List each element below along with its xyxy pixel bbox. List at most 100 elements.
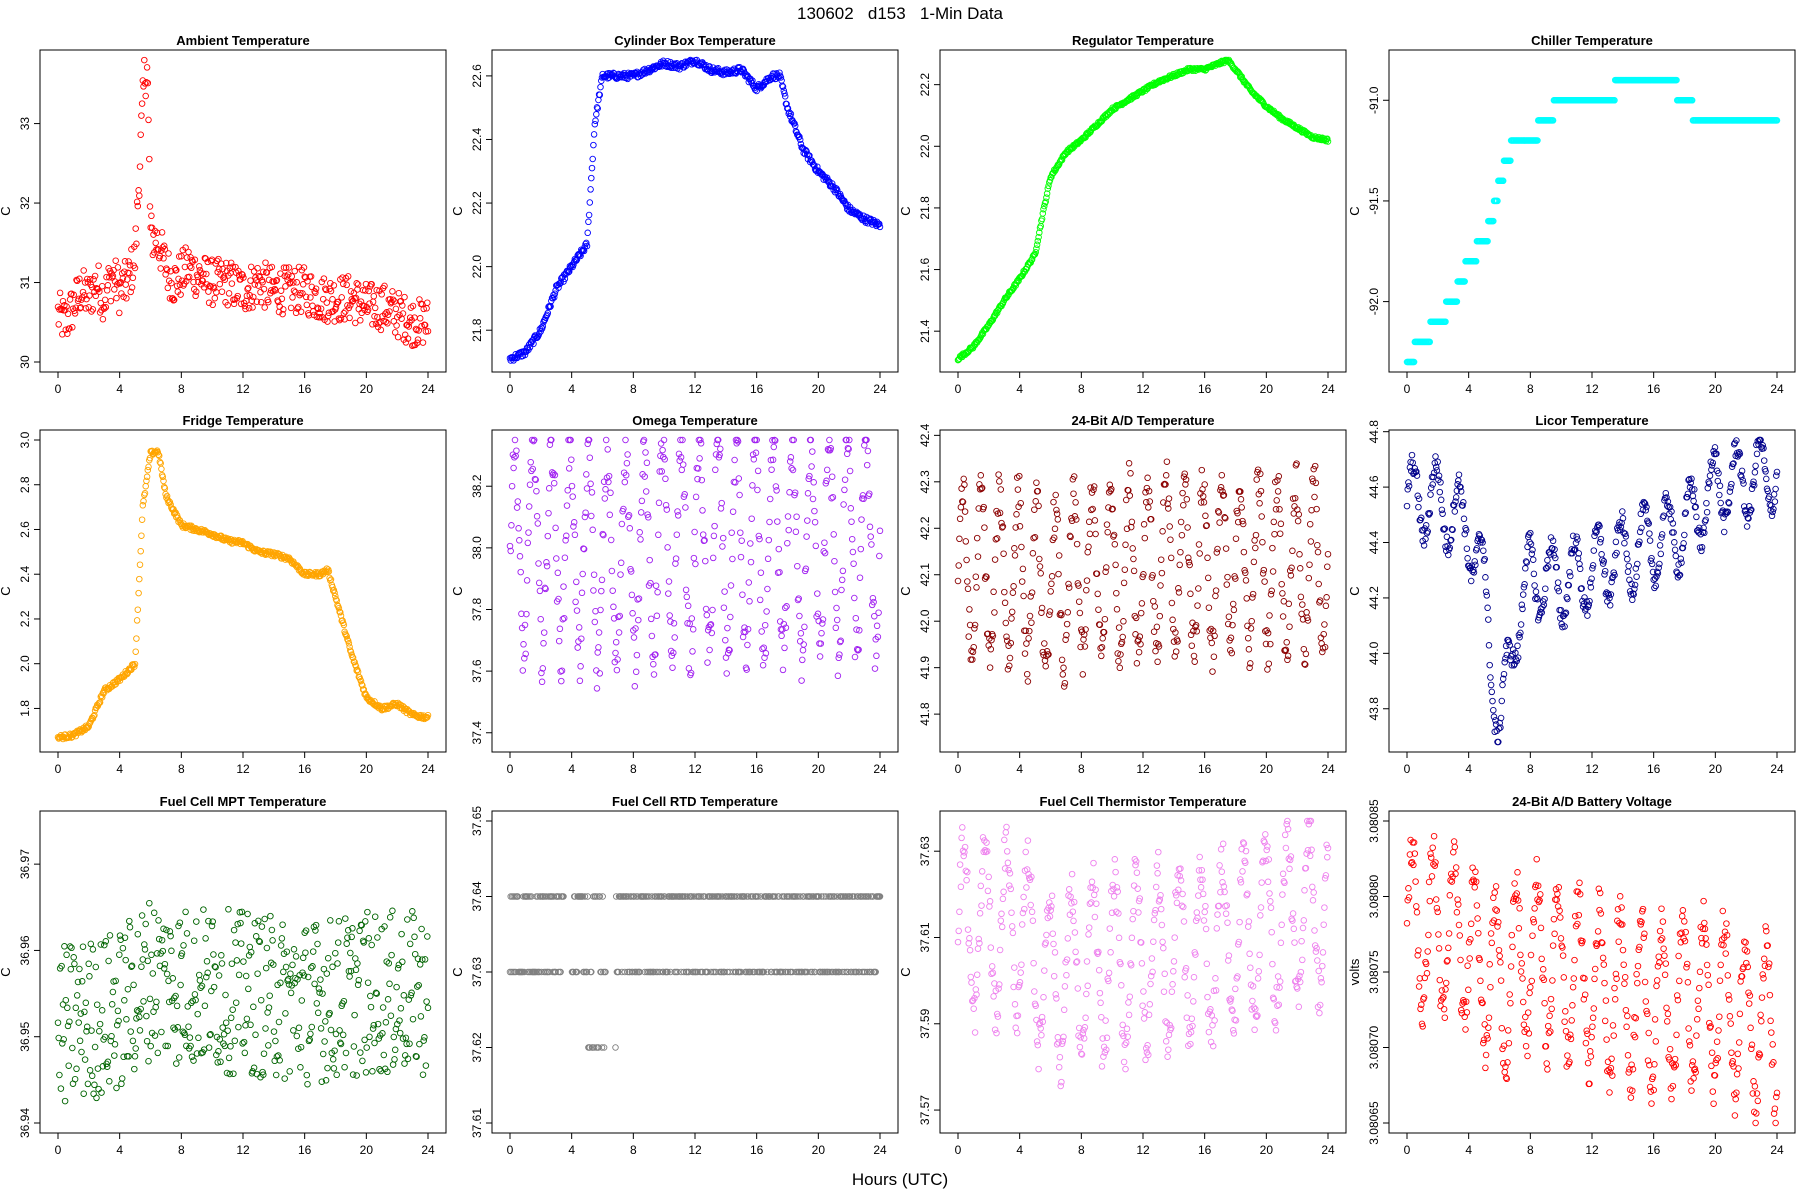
data-point [405,323,413,330]
x-tick-label: 8 [630,762,637,776]
figure-title: 130602 d153 1-Min Data [796,4,1004,23]
data-point [370,292,378,300]
data-point [1274,488,1282,495]
data-point [1153,623,1161,631]
data-point [1128,518,1136,526]
data-point [1204,574,1212,582]
data-point [390,1033,398,1041]
data-point [779,666,787,674]
data-point [141,56,148,64]
data-point [810,161,817,169]
data-point [1179,489,1186,497]
data-point [821,549,829,557]
data-point [1771,498,1779,505]
y-tick-label: 44.8 [1367,420,1381,444]
data-point [631,683,639,690]
data-point [224,1027,231,1034]
data-point [537,615,544,623]
data-point [699,507,706,514]
data-point [145,116,152,124]
data-point [709,606,716,614]
data-point [333,1071,340,1079]
data-point [1166,523,1173,530]
data-point [516,553,524,560]
data-point [1485,642,1493,649]
data-point [401,293,408,301]
data-point [683,593,691,601]
data-point [63,951,70,959]
data-point [392,305,400,313]
data-point [1135,648,1143,656]
data-point [829,493,837,501]
chart-title: Omega Temperature [632,413,757,428]
data-point [604,446,611,453]
plot-frame [939,49,1347,373]
data-point [170,296,178,304]
data-point [588,489,596,496]
data-point [1033,241,1041,249]
data-point [269,937,276,944]
data-point [1098,643,1106,651]
data-point [123,1016,130,1023]
x-tick-label: 24 [873,1143,887,1157]
data-point [597,83,604,91]
data-point [843,202,850,210]
data-point [793,513,800,520]
data-point [1009,589,1017,596]
data-point [593,104,601,111]
data-point [810,479,817,486]
data-point [1034,237,1042,245]
data-point [774,518,781,525]
data-point [1584,612,1591,619]
data-point [71,1075,79,1083]
data-point [1526,538,1533,546]
data-point [588,164,596,172]
data-point [796,133,803,140]
data-point [809,495,817,503]
data-point [107,297,115,305]
data-point [1163,458,1171,465]
data-point [159,244,167,251]
data-point [1150,597,1157,605]
x-tick-label: 8 [630,1143,637,1157]
data-point [1103,113,1110,120]
data-point [706,63,713,70]
data-point [828,473,836,480]
data-point [143,1012,150,1020]
data-point [95,1085,102,1093]
data-point [626,525,634,532]
data-point [1177,548,1184,556]
y-tick-label: 42.0 [918,609,932,633]
data-point [250,1003,257,1011]
data-point [158,247,165,254]
y-tick-label: 22.0 [918,134,932,158]
chart-title: Fridge Temperature [182,413,303,428]
data-point [379,1004,387,1011]
data-point [642,488,650,495]
data-point [1085,518,1093,526]
data-point [573,607,581,614]
data-point [596,670,604,677]
data-point [864,447,872,455]
data-point [1055,570,1062,578]
data-point [203,958,211,965]
data-point [286,1068,293,1075]
data-point [991,556,999,563]
data-point [538,324,545,331]
y-tick-label: 38.2 [470,474,484,498]
data-point [253,298,261,305]
data-point [1624,568,1632,575]
data-point [1490,706,1497,714]
data-point [1599,556,1606,564]
data-point [104,282,112,289]
data-point [551,290,559,297]
data-point [674,512,682,519]
data-point [85,960,92,968]
data-point [961,508,969,515]
data-point [336,316,343,324]
data-point [623,459,631,467]
data-point [1270,518,1278,526]
data-point [561,275,569,283]
data-point [96,1020,104,1028]
